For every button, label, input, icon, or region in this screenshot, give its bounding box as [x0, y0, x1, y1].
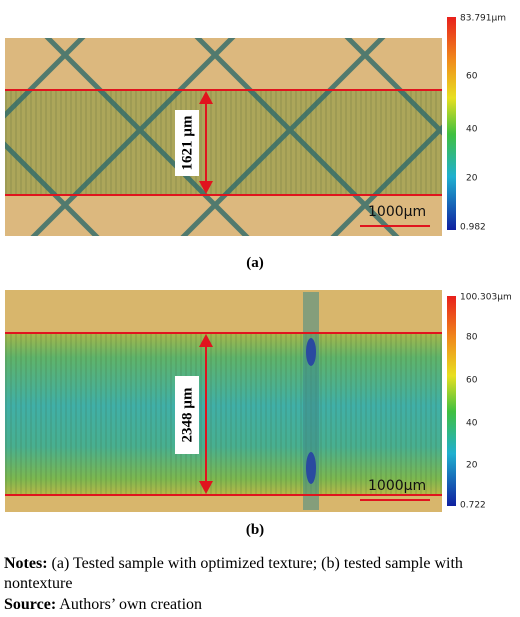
caption: (b) — [246, 522, 264, 538]
notes-text: (a) Tested sample with optimized texture… — [52, 555, 463, 572]
measurement: 2348 µm — [179, 387, 195, 442]
panel-a-image — [5, 38, 442, 236]
source-text: Authors’ own creation — [59, 596, 202, 613]
scale-bar-label: 1000µm — [368, 478, 426, 494]
scale-bar-label: 1000µm — [368, 204, 426, 220]
panel-b-image — [5, 290, 442, 512]
colorbar-tick: 20 — [466, 174, 478, 184]
notes-label: Notes: — [4, 555, 48, 572]
colorbar-tick: 40 — [466, 125, 478, 135]
colorbar — [447, 17, 456, 230]
colorbar-tick: 60 — [466, 72, 478, 82]
colorbar-tick: 20 — [466, 461, 478, 471]
colorbar-tick: 40 — [466, 419, 478, 429]
colorbar-tick: 80 — [466, 333, 478, 343]
colorbar-min: 0.982 — [460, 223, 486, 233]
label-box — [175, 376, 199, 454]
measurement: 1621 µm — [179, 115, 195, 170]
source-label: Source: — [4, 596, 56, 613]
source: Source: Authors’ own creation — [4, 596, 202, 613]
notes: Notes: (a) Tested sample with optimized … — [4, 555, 463, 572]
notes-continued: nontexture — [4, 575, 72, 592]
colorbar-tick: 60 — [466, 376, 478, 386]
colorbar-max: 100.303µm — [460, 293, 512, 303]
label-box — [175, 110, 199, 176]
caption: (a) — [246, 255, 264, 271]
colorbar-min: 0.722 — [460, 501, 486, 511]
colorbar — [447, 296, 456, 506]
colorbar-max: 83.791µm — [460, 14, 506, 24]
